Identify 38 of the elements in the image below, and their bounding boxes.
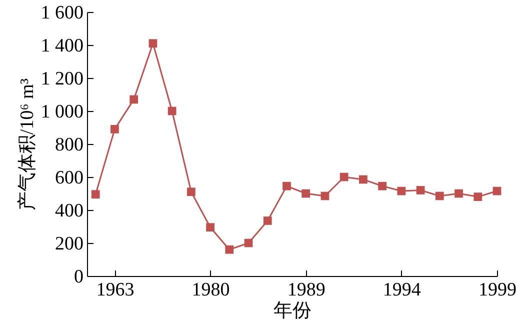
point bbox=[302, 189, 310, 198]
point bbox=[225, 245, 234, 254]
y-tick-label: 1 000 bbox=[40, 102, 84, 122]
y-tick-label: 800 bbox=[55, 134, 84, 156]
y-tick-label: 1 200 bbox=[40, 68, 84, 90]
point bbox=[340, 172, 348, 182]
point bbox=[110, 124, 119, 134]
x-tick-label: 1980 bbox=[192, 280, 230, 300]
y-tick-label: 1 600 bbox=[40, 2, 84, 24]
point bbox=[244, 238, 253, 248]
point bbox=[168, 106, 176, 116]
point bbox=[148, 39, 158, 48]
x-axis-title: 年份 bbox=[274, 300, 312, 322]
point bbox=[359, 175, 368, 184]
point bbox=[435, 192, 444, 200]
x-tick-label: 1999 bbox=[478, 280, 516, 300]
point bbox=[474, 192, 482, 201]
point bbox=[206, 223, 214, 232]
y-tick-label: 0 bbox=[74, 266, 84, 288]
x-tick-label: 1994 bbox=[382, 280, 422, 300]
point bbox=[492, 186, 502, 196]
point bbox=[320, 192, 330, 200]
point bbox=[282, 182, 291, 190]
point bbox=[263, 216, 272, 225]
y-tick-label: 600 bbox=[55, 168, 84, 188]
point bbox=[91, 190, 100, 199]
y-tick-label: 200 bbox=[55, 234, 84, 254]
point bbox=[454, 189, 463, 198]
y-tick-label: 400 bbox=[55, 200, 84, 222]
x-tick-label: 1989 bbox=[287, 280, 326, 300]
point bbox=[130, 95, 138, 104]
point bbox=[186, 188, 196, 196]
y-tick-label: 1 400 bbox=[40, 36, 84, 56]
x-tick-label: 1963 bbox=[96, 280, 134, 300]
point bbox=[397, 186, 406, 196]
y-axis-title: 产气体积/10⁶ m³ bbox=[16, 78, 38, 211]
point bbox=[416, 186, 425, 194]
point bbox=[378, 182, 386, 190]
